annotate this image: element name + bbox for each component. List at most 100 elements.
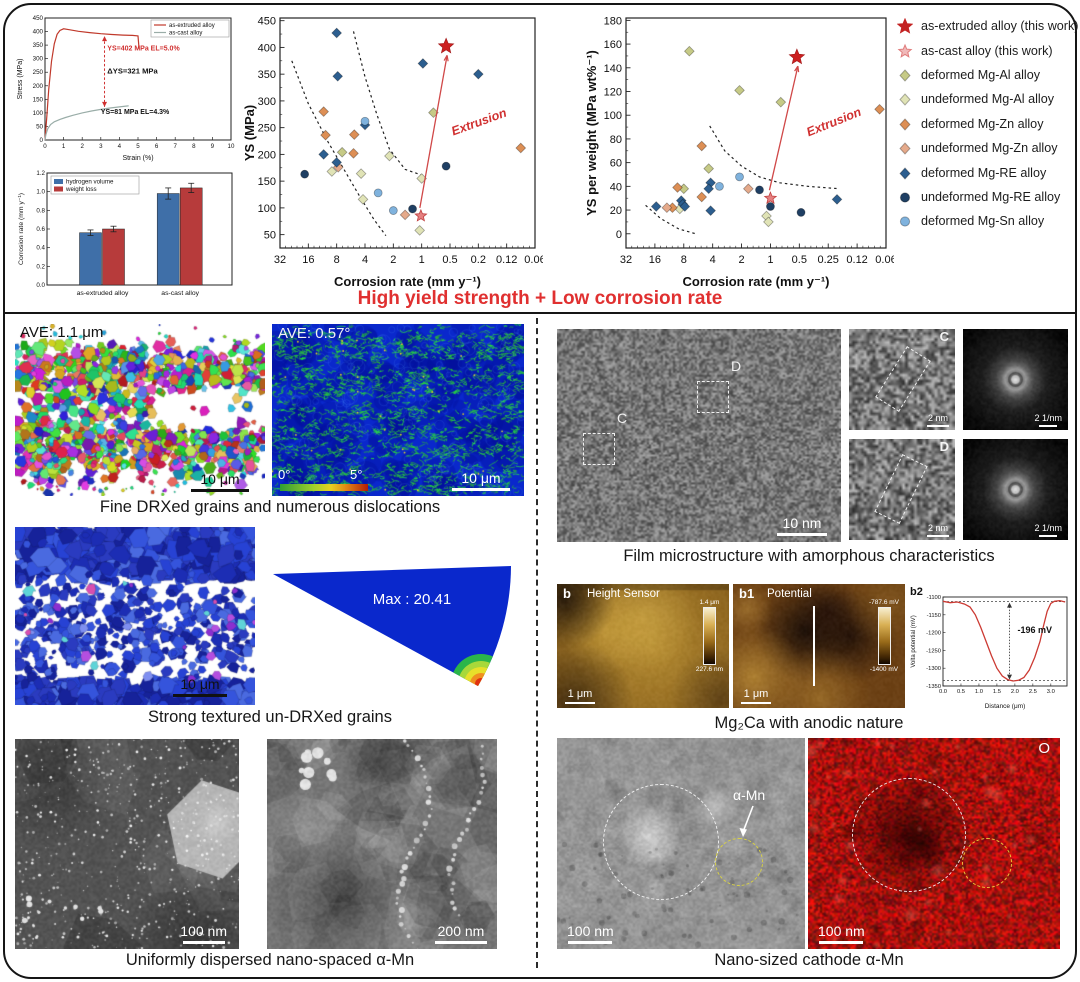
legend-item: deformed Mg-Al alloy — [897, 63, 1075, 87]
svg-text:3: 3 — [99, 143, 103, 150]
alpha-mn-arrow-icon — [739, 805, 754, 837]
panel-label-b1: b1 — [739, 586, 755, 601]
svg-text:1: 1 — [62, 143, 66, 150]
scale-bar-label: 1 μm — [743, 687, 769, 700]
svg-text:0.12: 0.12 — [846, 254, 867, 266]
caption-film: Film microstructure with amorphous chara… — [623, 547, 995, 565]
svg-text:as-extruded alloy: as-extruded alloy — [169, 23, 215, 29]
scale-bar: 10 μm — [173, 676, 227, 697]
scale-bar-line — [565, 701, 595, 704]
svg-text:20: 20 — [610, 205, 622, 217]
svg-text:8: 8 — [192, 143, 196, 150]
svg-text:b2: b2 — [910, 586, 923, 598]
scale-bar-label: 2 1/nm — [1034, 523, 1062, 533]
legend-item: deformed Mg-Zn alloy — [897, 112, 1075, 136]
banner-text: High yield strength + Low corrosion rate — [357, 288, 723, 309]
svg-text:9: 9 — [211, 143, 215, 150]
tem-alpha-mn-panel: α-Mn 100 nm — [557, 738, 805, 949]
scale-bar-label: 10 μm — [461, 470, 501, 486]
svg-text:32: 32 — [274, 254, 286, 266]
svg-text:4: 4 — [710, 254, 716, 266]
afm-potential-title: Potential — [767, 588, 812, 600]
tem-d-panel: D 2 nm — [849, 439, 955, 540]
roi-label-c: C — [617, 410, 628, 426]
svg-text:Stress (MPa): Stress (MPa) — [17, 59, 24, 100]
scale-bar-line — [452, 488, 510, 491]
height-colorbar: 1.4 μm 227.6 nm — [696, 599, 723, 673]
svg-text:3.0: 3.0 — [1047, 689, 1055, 695]
scale-bar: 2 nm — [927, 413, 949, 427]
svg-text:0.06: 0.06 — [524, 254, 543, 266]
ebsd-ipf-map-panel: AVE: 1.1 μm 10 μm — [15, 324, 265, 496]
svg-text:80: 80 — [610, 134, 622, 146]
legend-item: undeformed Mg-Zn alloy — [897, 136, 1075, 160]
legend-item: undeformed Mg-Al alloy — [897, 87, 1075, 111]
particle-circle-white — [603, 784, 719, 900]
colorbar-gradient — [877, 607, 891, 665]
svg-text:as-extruded alloy: as-extruded alloy — [77, 290, 129, 297]
svg-text:250: 250 — [33, 69, 44, 76]
legend-label: deformed Mg-Sn alloy — [921, 214, 1045, 229]
scale-bar-line — [1039, 535, 1058, 537]
ys-vs-corrosion-scatter-chart: 32 16 8 4 2 1 0.5 0.2 0.12 0.06 50 100 150 200 250 300 3… — [242, 16, 543, 289]
stem-image-right — [267, 739, 497, 949]
svg-text:0.4: 0.4 — [36, 245, 45, 252]
diamond-marker-icon — [897, 116, 913, 132]
caption-drx: Fine DRXed grains and numerous dislocati… — [99, 498, 441, 516]
svg-text:16: 16 — [649, 254, 661, 266]
scale-bar-label: 2 1/nm — [1034, 413, 1062, 423]
colorbar-bottom-label: 227.6 nm — [695, 666, 723, 673]
scale-bar: 10 nm — [777, 515, 827, 536]
star-open-marker-icon — [897, 43, 913, 59]
svg-text:-1200: -1200 — [926, 631, 941, 637]
svg-text:180: 180 — [604, 15, 622, 27]
svg-text:50: 50 — [36, 123, 43, 130]
panel-label-c: C — [939, 329, 949, 344]
scale-bar-line — [191, 489, 249, 492]
svg-text:1: 1 — [419, 254, 425, 266]
svg-text:hydrogen volume: hydrogen volume — [66, 179, 114, 186]
vertical-dashed-divider — [536, 318, 538, 968]
svg-text:450: 450 — [33, 15, 44, 22]
svg-text:150: 150 — [258, 176, 276, 188]
svg-text:Strain (%): Strain (%) — [122, 155, 153, 162]
svg-text:Corrosion rate (mm y⁻¹): Corrosion rate (mm y⁻¹) — [334, 274, 481, 289]
svg-text:-1100: -1100 — [927, 595, 941, 601]
pole-figure-wedge: Max : 20.41 — [273, 566, 511, 686]
svg-text:2: 2 — [738, 254, 744, 266]
caption-undrx: Strong textured un-DRXed grains — [148, 708, 392, 726]
legend-label: deformed Mg-Zn alloy — [921, 116, 1044, 131]
scale-bar-line — [568, 941, 613, 944]
colorbar-min-label: 0° — [278, 466, 291, 482]
svg-text:300: 300 — [258, 96, 276, 108]
svg-text:6: 6 — [155, 143, 159, 150]
svg-text:-1250: -1250 — [926, 648, 941, 654]
scale-bar: 1 μm — [565, 688, 595, 704]
star-marker-icon — [896, 17, 914, 34]
ys-per-weight-vs-corrosion-scatter-chart: 32 16 8 4 2 1 0.5 0.25 0.12 0.06 0 20 40 60 80 100 120 14… — [584, 15, 894, 289]
stem-image-left — [15, 739, 239, 949]
svg-text:2.0: 2.0 — [1011, 689, 1019, 695]
potential-colorbar: -787.6 mV -1400 mV — [869, 599, 899, 673]
particle-circle-yellow — [962, 838, 1012, 888]
colorbar-top-label: 1.4 μm — [699, 599, 720, 606]
svg-text:Corrosion rate (mm y⁻¹): Corrosion rate (mm y⁻¹) — [18, 193, 25, 265]
afm-height-panel: b Height Sensor 1.4 μm 227.6 nm 1 μm — [557, 584, 729, 708]
svg-text:100: 100 — [33, 110, 44, 117]
svg-text:0: 0 — [616, 229, 622, 241]
scale-bar: 2 1/nm — [1034, 523, 1062, 537]
svg-text:0.5: 0.5 — [792, 254, 807, 266]
ebsd-kam-map — [272, 324, 524, 496]
svg-text:8: 8 — [681, 254, 687, 266]
svg-text:400: 400 — [258, 42, 276, 54]
roi-box-c — [583, 433, 615, 465]
diamond-marker-icon — [897, 165, 913, 181]
scale-bar-label: 2 nm — [927, 413, 948, 423]
scale-bar: 2 1/nm — [1034, 413, 1062, 427]
svg-text:10: 10 — [228, 143, 235, 150]
eds-oxygen-map-panel: O 100 nm — [808, 738, 1060, 949]
fft-d-panel: 2 1/nm — [963, 439, 1068, 540]
svg-text:weight loss: weight loss — [65, 186, 97, 193]
svg-text:2: 2 — [80, 143, 84, 150]
alpha-mn-label: α-Mn — [733, 787, 766, 803]
